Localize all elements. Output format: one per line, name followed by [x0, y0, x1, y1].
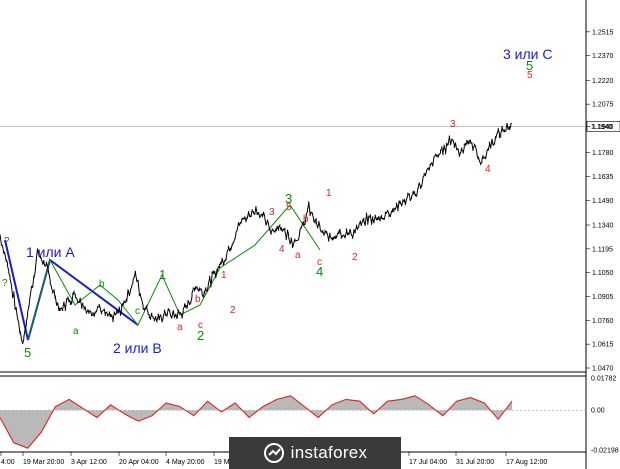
wave-label-red-2: 2: [230, 305, 236, 316]
time-axis-tick-label: 20 Apr 04:00: [119, 459, 159, 466]
price-axis-tick-label: 1.0760: [592, 318, 614, 325]
price-axis-tick-label: 1.2370: [592, 53, 614, 60]
wave-label-red-2b: 2: [352, 252, 358, 263]
price-axis-tick-label: 1.0615: [592, 342, 614, 349]
wave-label-red-a: a: [177, 322, 183, 333]
time-axis-ticks: 4:00 19 Mar 20:00 3 Apr 12:00 20 Apr 04:00 4…: [0, 452, 547, 466]
wave-label-green-4: 4: [316, 264, 323, 279]
price-axis-tick-label: 1.1635: [592, 174, 614, 181]
wave-line-green: [27, 204, 321, 341]
time-axis-tick-label: 31 Jul 20:00: [456, 459, 494, 466]
wave-label-green-3: 3: [285, 191, 292, 206]
wave-label-green-b: b: [99, 279, 105, 290]
wave-label-green-a: a: [73, 326, 79, 337]
oscillator-axis-tick-label: 0.01782: [591, 376, 616, 383]
price-axis-tick-label: 1.1340: [592, 222, 614, 229]
price-axis-tick-label: 1.2515: [592, 29, 614, 36]
wave-label-green-c: c: [135, 306, 140, 317]
wave-label-green-5: 5: [24, 345, 31, 360]
price-axis-ticks: 1.2515 1.2370 1.2220 1.2075 1.1940 1.1780 1.16…: [586, 29, 614, 373]
wave-label-red-a2: a: [295, 250, 301, 261]
wave-label-red-c2: c: [317, 257, 322, 268]
wave-structure: [4, 204, 321, 341]
price-axis-tick-label: 1.0905: [592, 294, 614, 301]
price-axis-tick-label: 1.1050: [592, 270, 614, 277]
wave-label-red-3b: 3: [450, 119, 456, 130]
wave-label-red-1b: 1: [326, 188, 332, 199]
time-axis-tick-label: 19 Mar 20:00: [23, 459, 64, 466]
current-price-label: 1.1940: [591, 124, 613, 131]
wave-label-green-1: 1: [159, 267, 166, 282]
wave-label-green-5-target: 5: [526, 58, 533, 73]
time-axis-tick-label: 3 Apr 12:00: [71, 459, 107, 466]
wave-label-green-question-1: ?: [4, 236, 10, 247]
wave-label-1-or-a: 1 или A: [26, 244, 75, 260]
oscillator-axis-ticks: 0.01782 0.00 -0.02198: [591, 376, 619, 455]
time-axis-tick-label: 4 May 20:00: [166, 459, 205, 466]
wave-label-red-5b: 5: [527, 70, 533, 81]
wave-label-red-4b: 4: [485, 164, 491, 175]
time-axis-tick-label: 17 Aug 12:00: [506, 459, 547, 466]
wave-label-2-or-b: 2 или B: [113, 340, 162, 356]
instaforex-logo-text: instaforex: [290, 443, 368, 462]
oscillator-histogram: [0, 395, 512, 449]
oscillator-axis-tick-label: 0.00: [591, 408, 605, 415]
wave-label-green-2: 2: [197, 328, 204, 343]
time-axis-tick-label: 17 Jul 04:00: [409, 459, 447, 466]
wave-label-3-or-c: 3 или C: [503, 46, 553, 62]
price-axis-tick-label: 1.1780: [592, 150, 614, 157]
wave-label-red-b: b: [195, 294, 201, 305]
wave-label-red-5: 5: [286, 202, 292, 213]
time-axis-tick-label: 19 M: [214, 459, 230, 466]
oscillator-signal-line: [0, 395, 513, 449]
wave-label-green-question-2: ?: [2, 278, 8, 289]
price-axis-tick-label: 1.1940: [592, 124, 614, 131]
price-series: [0, 122, 513, 345]
price-axis-tick-label: 1.1490: [592, 198, 614, 205]
wave-label-red-4: 4: [279, 244, 285, 255]
price-axis-tick-label: 1.0470: [592, 366, 614, 373]
instaforex-logo: instaforex: [229, 437, 401, 469]
price-axis-tick-label: 1.2220: [592, 78, 614, 85]
time-axis-tick-label: 4:00: [1, 459, 15, 466]
wave-label-red-b2: b: [303, 214, 309, 225]
price-axis-tick-label: 1.2075: [592, 102, 614, 109]
wave-label-red-1: 1: [221, 270, 227, 281]
price-axis-tick-label: 1.1195: [592, 246, 613, 253]
wave-label-red-c: c: [198, 320, 203, 331]
wave-label-red-3: 3: [269, 207, 275, 218]
instaforex-logo-icon: [263, 442, 285, 464]
oscillator-axis-tick-label: -0.02198: [591, 448, 619, 455]
